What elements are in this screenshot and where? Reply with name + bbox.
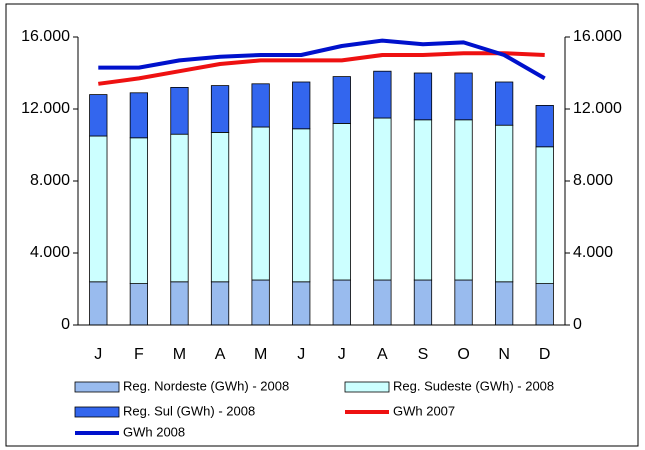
x-tick-label: N	[498, 346, 510, 363]
bar-segment	[454, 279, 473, 326]
bar-segment	[210, 281, 230, 326]
bar-segment	[332, 76, 351, 124]
x-tick-label: F	[134, 346, 144, 363]
x-tick-label: O	[457, 346, 469, 363]
bar-segment	[454, 119, 473, 281]
bar-segment	[494, 81, 514, 126]
bar-segment	[89, 94, 108, 137]
y-tick-label: 16.000	[21, 28, 70, 45]
bar-segment	[373, 70, 392, 119]
y2-tick-label: 4.000	[573, 244, 613, 261]
bar-segment	[251, 83, 270, 128]
bar-segment	[170, 281, 189, 326]
bar-segment	[170, 87, 189, 135]
y-tick-label: 0	[61, 316, 70, 333]
bar-segment	[373, 279, 392, 326]
bar-segment	[332, 123, 351, 281]
legend-label: Reg. Nordeste (GWh) - 2008	[123, 378, 289, 393]
bar-segment	[413, 279, 433, 326]
bar-segment	[89, 135, 108, 283]
y2-tick-label: 16.000	[573, 28, 622, 45]
bar-segment	[129, 92, 149, 139]
legend-swatch	[74, 381, 120, 393]
legend-swatch	[344, 381, 390, 393]
bar-segment	[413, 119, 433, 281]
x-tick-label: J	[297, 346, 305, 363]
bar-segment	[332, 279, 351, 326]
bar-segment	[210, 85, 230, 133]
legend-label: GWh 2008	[123, 424, 185, 439]
bar-segment	[413, 72, 433, 121]
y-tick-label: 4.000	[30, 244, 70, 261]
x-tick-label: D	[539, 346, 551, 363]
bar-segment	[292, 81, 311, 130]
bar-segment	[535, 105, 554, 148]
y-tick-label: 8.000	[30, 172, 70, 189]
y2-tick-label: 8.000	[573, 172, 613, 189]
bar-segment	[494, 124, 514, 283]
x-tick-label: M	[173, 346, 186, 363]
legend-label: Reg. Sul (GWh) - 2008	[123, 403, 255, 418]
legend-label: Reg. Sudeste (GWh) - 2008	[393, 378, 554, 393]
y2-tick-label: 0	[573, 316, 582, 333]
x-tick-label: A	[215, 346, 226, 363]
bar-segment	[129, 283, 149, 326]
x-tick-label: M	[254, 346, 267, 363]
bar-segment	[292, 281, 311, 326]
bar-segment	[129, 137, 149, 285]
bar-segment	[251, 279, 270, 326]
bar-segment	[210, 131, 230, 283]
bar-segment	[535, 283, 554, 326]
bar-segment	[454, 72, 473, 121]
bar-segment	[89, 281, 108, 326]
legend-label: GWh 2007	[393, 403, 455, 418]
bar-segment	[494, 281, 514, 326]
x-tick-label: A	[377, 346, 388, 363]
x-tick-label: J	[94, 346, 102, 363]
bar-segment	[535, 146, 554, 285]
x-tick-label: J	[338, 346, 346, 363]
bar-segment	[292, 128, 311, 283]
y2-tick-label: 12.000	[573, 100, 622, 117]
bar-segment	[251, 126, 270, 281]
x-tick-label: S	[418, 346, 429, 363]
bar-segment	[373, 117, 392, 281]
chart-border	[5, 3, 639, 447]
bar-segment	[170, 133, 189, 283]
y-tick-label: 12.000	[21, 100, 70, 117]
legend-swatch	[74, 406, 120, 418]
line-series	[98, 51, 545, 86]
line-series	[98, 38, 546, 81]
